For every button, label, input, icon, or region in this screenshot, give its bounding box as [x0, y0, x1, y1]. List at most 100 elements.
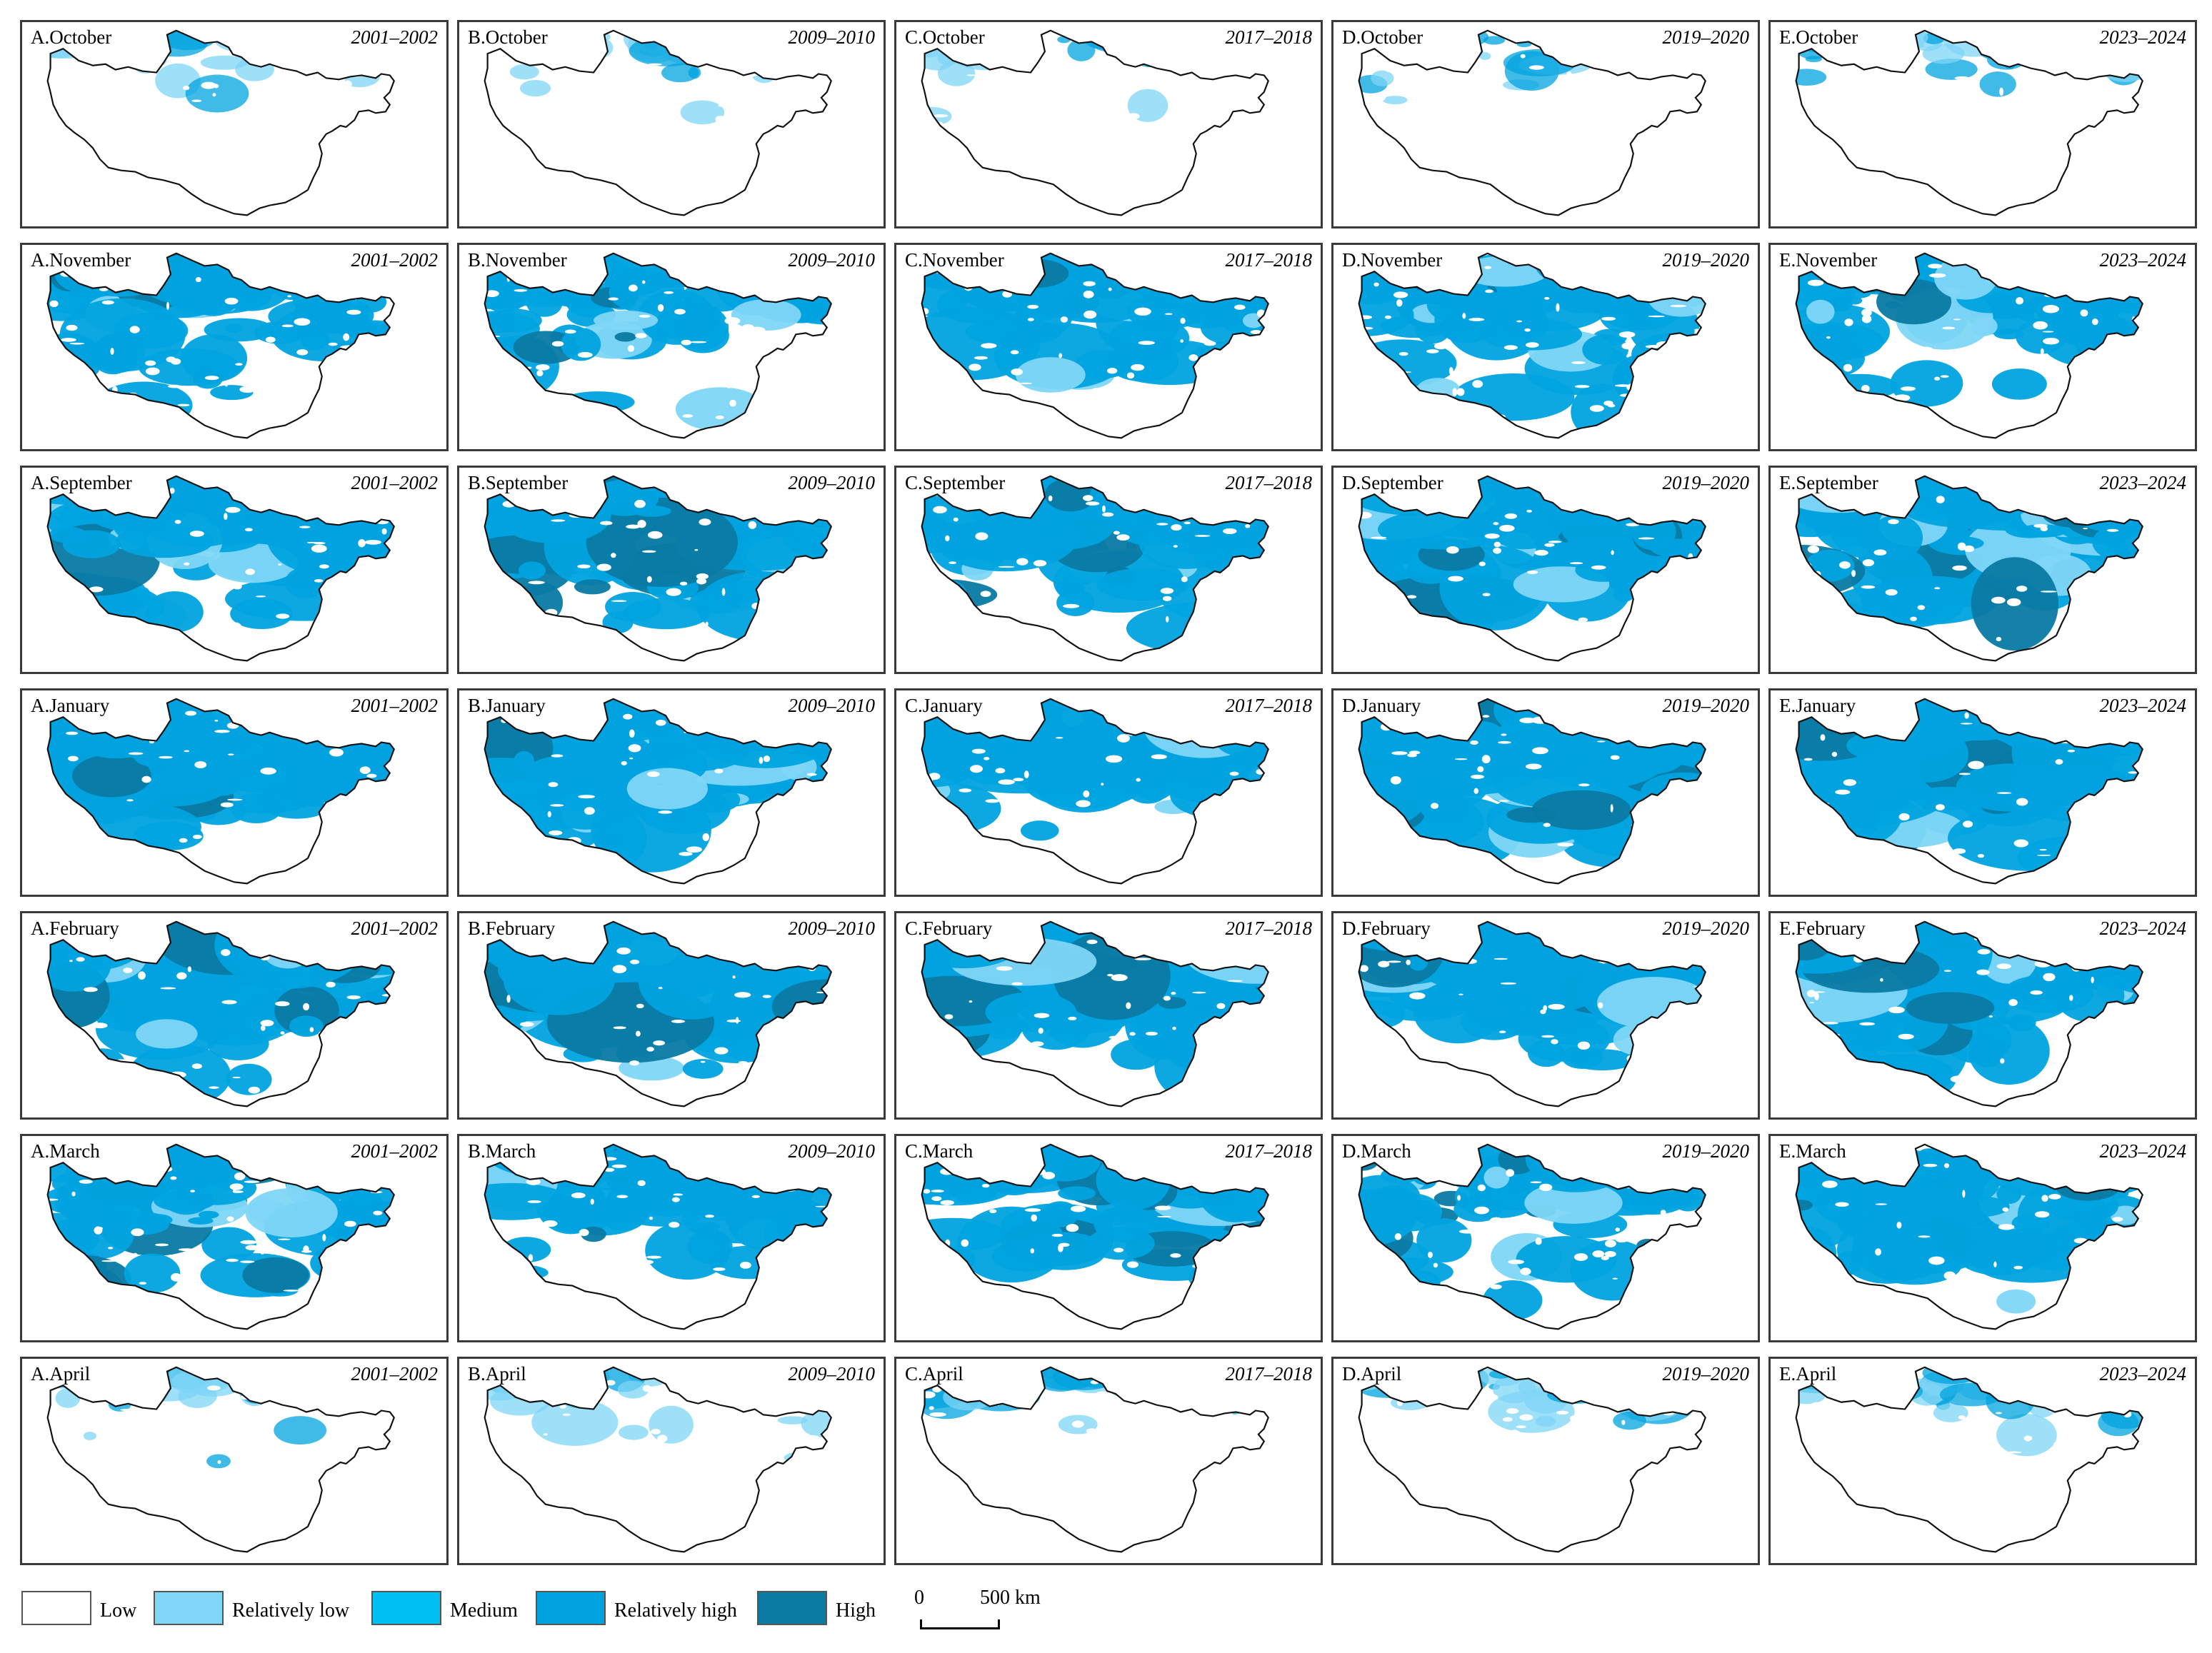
map-grid: A.October 2001–2002 B.October 2009–2010 C.Oc… [20, 20, 2197, 1577]
panel-years: 2017–2018 [1225, 918, 1313, 939]
map-panel: C.November 2017–2018 [894, 243, 1323, 451]
map-panel: A.November 2001–2002 [20, 243, 449, 451]
map-panel: E.February 2023–2024 [1768, 911, 2197, 1120]
snow-cover-map [1358, 475, 1706, 662]
map-panel: A.January 2001–2002 [20, 688, 449, 897]
snow-cover-fill [47, 698, 394, 873]
snow-cover-map [484, 1143, 832, 1330]
snow-cover-map [46, 252, 395, 439]
snow-cover-map [1795, 475, 2143, 662]
panel-years: 2001–2002 [351, 695, 439, 716]
panel-years: 2009–2010 [788, 472, 876, 493]
panel-years: 2023–2024 [2099, 26, 2187, 48]
country-outline [921, 29, 1269, 216]
snow-cover-map [1358, 1366, 1706, 1553]
panel-label: B.October [468, 26, 548, 48]
snow-cover-map [1795, 252, 2143, 439]
map-panel: B.January 2009–2010 [457, 688, 886, 897]
panel-years: 2019–2020 [1662, 1363, 1750, 1385]
snow-cover-fill [484, 1367, 831, 1542]
map-panel: E.April 2023–2024 [1768, 1357, 2197, 1565]
legend-label: Low [100, 1599, 137, 1622]
snow-cover-map [921, 252, 1269, 439]
country-outline [484, 475, 832, 662]
snow-cover-fill [921, 698, 1268, 875]
map-panel: E.November 2023–2024 [1768, 243, 2197, 451]
snow-cover-map [1358, 920, 1706, 1107]
snow-cover-fill [1358, 1144, 1706, 1320]
snow-cover-map [921, 1143, 1269, 1330]
panel-label: C.January [905, 695, 983, 716]
map-panel: B.April 2009–2010 [457, 1357, 886, 1565]
panel-label: B.January [468, 695, 546, 716]
snow-cover-map [921, 920, 1269, 1107]
country-outline [46, 1366, 395, 1553]
snow-cover-fill [47, 921, 394, 1107]
panel-label: E.February [1779, 918, 1866, 939]
panel-years: 2017–2018 [1225, 1363, 1313, 1385]
country-outline [46, 920, 395, 1107]
map-panel: C.September 2017–2018 [894, 466, 1323, 674]
panel-label: C.October [905, 26, 985, 48]
panel-years: 2009–2010 [788, 1140, 876, 1162]
snow-cover-map [921, 698, 1269, 885]
country-outline [484, 1366, 832, 1553]
panel-label: D.January [1342, 695, 1421, 716]
country-outline [1358, 252, 1706, 439]
panel-years: 2019–2020 [1662, 695, 1750, 716]
panel-label: E.September [1779, 472, 1878, 493]
panel-years: 2001–2002 [351, 249, 439, 271]
panel-label: D.September [1342, 472, 1443, 493]
map-panel: C.January 2017–2018 [894, 688, 1323, 897]
panel-label: A.April [31, 1363, 91, 1385]
map-panel: B.September 2009–2010 [457, 466, 886, 674]
panel-years: 2017–2018 [1225, 695, 1313, 716]
map-panel: D.January 2019–2020 [1331, 688, 1760, 897]
panel-label: D.February [1342, 918, 1431, 939]
panel-label: B.November [468, 249, 567, 271]
snow-cover-fill [484, 30, 831, 207]
panel-years: 2001–2002 [351, 472, 439, 493]
country-outline [1358, 698, 1706, 885]
snow-cover-map [921, 1366, 1269, 1553]
snow-cover-fill [1358, 30, 1706, 204]
country-outline [484, 698, 832, 885]
snow-cover-map [1795, 1366, 2143, 1553]
legend-swatch [536, 1591, 606, 1625]
snow-cover-fill [1796, 698, 2143, 880]
map-panel: A.April 2001–2002 [20, 1357, 449, 1565]
country-outline [46, 29, 395, 216]
snow-cover-map [484, 698, 832, 885]
panel-years: 2001–2002 [351, 26, 439, 48]
snow-cover-map [484, 475, 832, 662]
legend-item: High [757, 1588, 876, 1625]
snow-cover-map [484, 252, 832, 439]
snow-cover-map [921, 29, 1269, 216]
snow-cover-map [1795, 1143, 2143, 1330]
snow-cover-fill [921, 253, 1268, 431]
snow-cover-fill [484, 253, 831, 431]
country-outline [484, 29, 832, 216]
panel-label: C.March [905, 1140, 974, 1162]
panel-years: 2023–2024 [2099, 695, 2187, 716]
map-panel: B.October 2009–2010 [457, 20, 886, 228]
panel-years: 2017–2018 [1225, 249, 1313, 271]
panel-label: B.February [468, 918, 556, 939]
country-outline [921, 1366, 1269, 1553]
panel-label: D.April [1342, 1363, 1402, 1385]
legend: Low Relatively low Medium Relatively high Hi… [21, 1587, 950, 1629]
map-panel: A.October 2001–2002 [20, 20, 449, 228]
country-outline [1795, 1366, 2143, 1553]
snow-cover-map [1358, 29, 1706, 216]
snow-cover-map [46, 475, 395, 662]
panel-label: E.January [1779, 695, 1856, 716]
country-outline [1795, 475, 2143, 662]
snow-cover-fill [1796, 1367, 2143, 1544]
panel-label: C.April [905, 1363, 964, 1385]
country-outline [484, 252, 832, 439]
panel-years: 2023–2024 [2099, 1140, 2187, 1162]
country-outline [1795, 1143, 2143, 1330]
country-outline [921, 252, 1269, 439]
scale-bar-zero: 0 [914, 1587, 924, 1609]
panel-years: 2023–2024 [2099, 1363, 2187, 1385]
